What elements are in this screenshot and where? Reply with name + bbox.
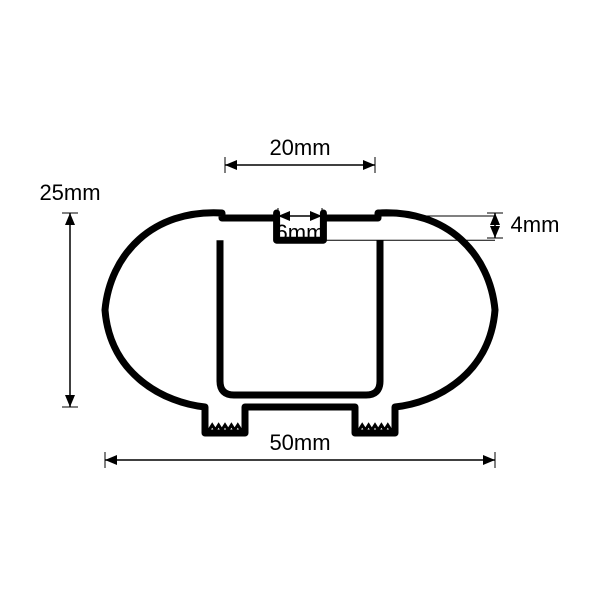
dim-slot-20-label: 20mm — [269, 135, 330, 160]
dim-slot-4-label: 4mm — [511, 212, 560, 237]
cross-section-diagram: 50mm 25mm 20mm 6mm 4mm — [0, 0, 600, 600]
dim-width-50-label: 50mm — [269, 430, 330, 455]
dim-slot-6-label: 6mm — [276, 220, 325, 245]
dim-height-25-label: 25mm — [39, 180, 100, 205]
